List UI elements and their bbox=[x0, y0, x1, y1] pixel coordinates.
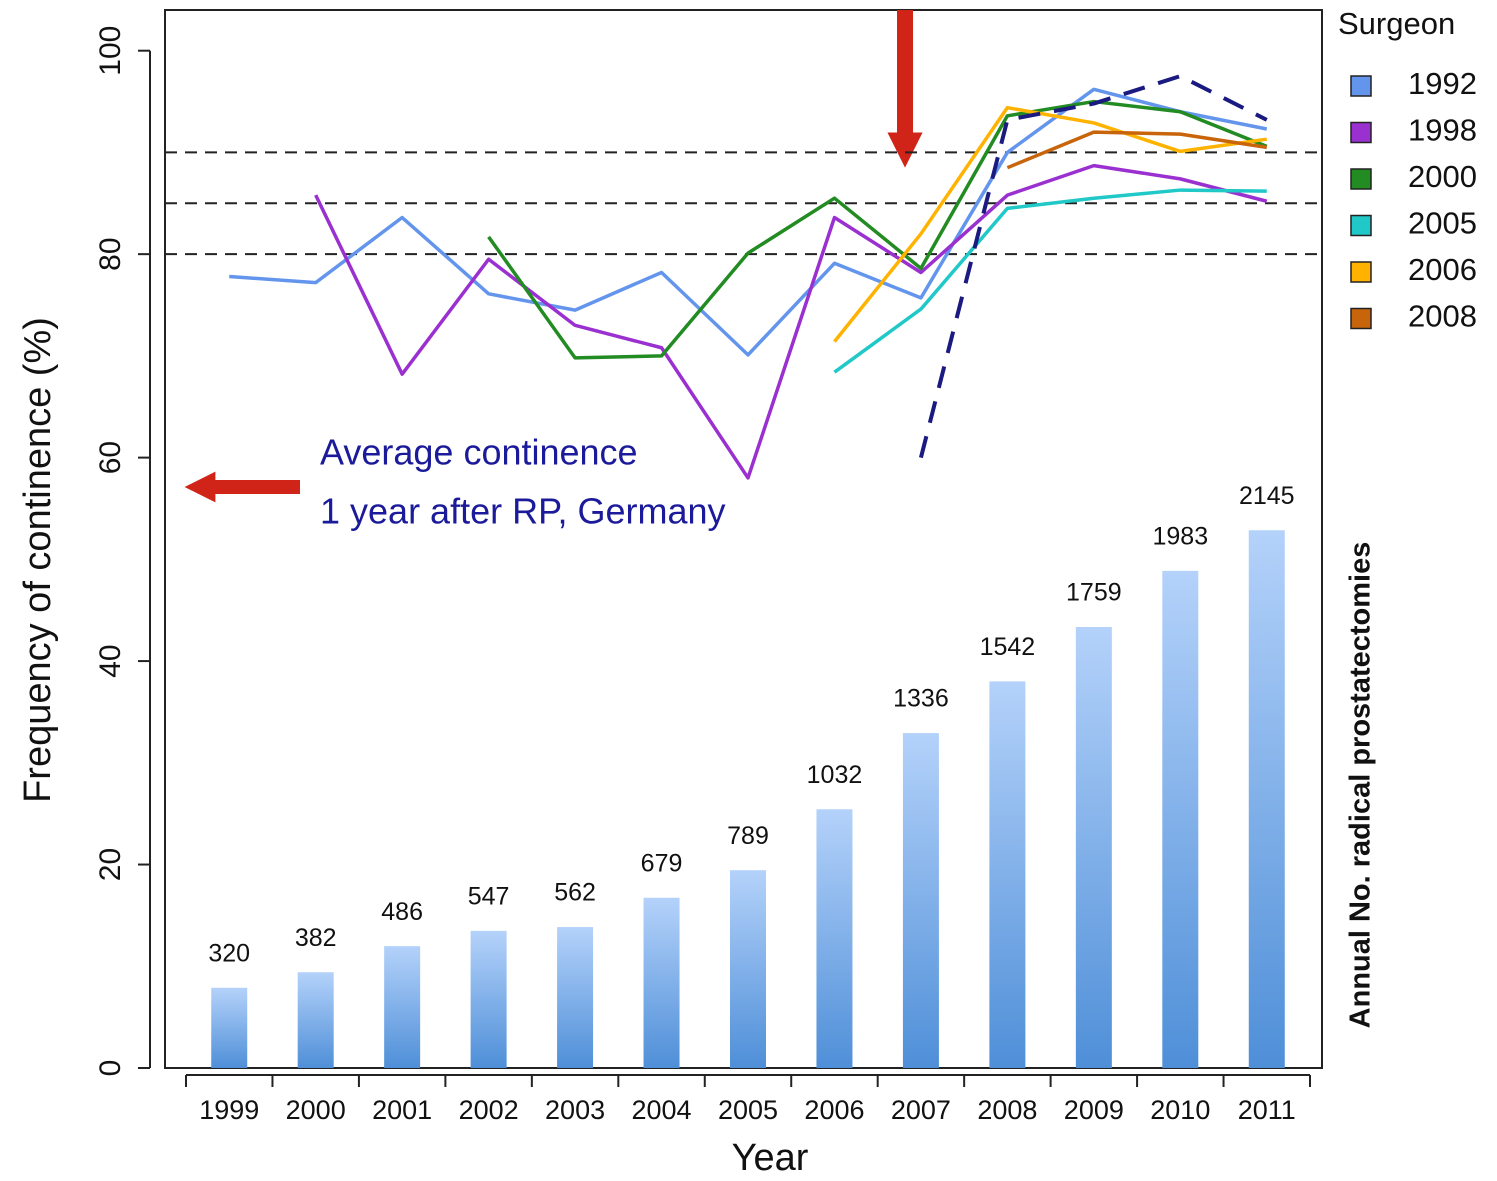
x-tick-label: 2003 bbox=[545, 1095, 605, 1125]
y2-axis-title: Annual No. radical prostatectomies bbox=[1345, 542, 1377, 1029]
bar bbox=[1248, 530, 1285, 1068]
bar-value-label: 382 bbox=[295, 924, 337, 952]
series-line bbox=[918, 74, 1268, 459]
legend-label: 2006 bbox=[1408, 252, 1477, 287]
y-axis-title: Frequency of continence (%) bbox=[17, 317, 59, 803]
legend-swatch bbox=[1350, 168, 1372, 190]
series-line bbox=[1006, 130, 1268, 170]
bar bbox=[902, 733, 939, 1068]
series-line bbox=[833, 105, 1268, 343]
bar bbox=[557, 927, 594, 1068]
bar-value-label: 320 bbox=[208, 939, 250, 967]
y-tick-label: 60 bbox=[94, 441, 127, 474]
x-tick-label: 1999 bbox=[199, 1095, 259, 1125]
bar-value-label: 1542 bbox=[980, 633, 1036, 661]
series-line bbox=[833, 188, 1267, 374]
legend-swatch bbox=[1350, 307, 1372, 330]
legend-swatch bbox=[1350, 214, 1372, 237]
y-tick-label: 0 bbox=[94, 1060, 127, 1077]
bar bbox=[470, 930, 507, 1068]
x-tick-label: 2007 bbox=[891, 1095, 951, 1125]
bar bbox=[1075, 626, 1112, 1068]
legend-label: 1992 bbox=[1408, 66, 1477, 101]
x-axis-title: Year bbox=[732, 1137, 809, 1179]
series-line bbox=[229, 87, 1268, 357]
x-tick-label: 2001 bbox=[372, 1095, 432, 1125]
annotation: 1 year after RP, Germany bbox=[320, 491, 726, 532]
bar-value-label: 1336 bbox=[893, 685, 949, 713]
bar-value-label: 789 bbox=[727, 822, 769, 850]
legend-swatch bbox=[1350, 75, 1372, 97]
x-tick-label: 2002 bbox=[459, 1095, 519, 1125]
bar bbox=[211, 987, 248, 1068]
bar-value-label: 1032 bbox=[807, 761, 863, 789]
bar-value-label: 562 bbox=[554, 879, 596, 907]
bar-value-label: 547 bbox=[468, 882, 510, 910]
series-line bbox=[314, 163, 1268, 480]
bar bbox=[816, 809, 853, 1068]
x-tick-label: 2004 bbox=[631, 1095, 691, 1125]
y-tick-label: 100 bbox=[94, 26, 127, 76]
y-tick-label: 80 bbox=[94, 237, 127, 270]
bar bbox=[643, 897, 680, 1068]
bar bbox=[730, 870, 766, 1068]
series-line bbox=[487, 99, 1268, 360]
bar-value-label: 1983 bbox=[1152, 522, 1208, 550]
x-tick-label: 2009 bbox=[1064, 1095, 1124, 1125]
legend-swatch bbox=[1350, 261, 1372, 283]
legend-label: 2008 bbox=[1408, 299, 1477, 334]
x-tick-label: 2010 bbox=[1150, 1095, 1210, 1125]
legend-label: 2005 bbox=[1408, 206, 1477, 241]
bar bbox=[384, 946, 421, 1068]
legend-label: 1998 bbox=[1408, 113, 1477, 148]
x-tick-label: 2000 bbox=[286, 1095, 346, 1125]
legend-swatch bbox=[1350, 121, 1372, 144]
x-tick-label: 2006 bbox=[804, 1095, 864, 1125]
annotation: Average continence bbox=[320, 432, 638, 473]
bar-value-label: 679 bbox=[641, 849, 683, 877]
bar-value-label: 2145 bbox=[1239, 482, 1295, 510]
x-tick-label: 2005 bbox=[718, 1095, 778, 1125]
bar-value-label: 486 bbox=[381, 898, 423, 926]
bar bbox=[1162, 570, 1199, 1068]
x-tick-label: 2011 bbox=[1238, 1095, 1296, 1125]
bar bbox=[297, 972, 334, 1068]
x-tick-label: 2008 bbox=[977, 1095, 1037, 1125]
legend-title: Surgeon bbox=[1338, 6, 1455, 41]
y-tick-label: 40 bbox=[94, 644, 127, 677]
bar-value-label: 1759 bbox=[1066, 579, 1122, 607]
bar bbox=[989, 681, 1026, 1068]
legend-label: 2000 bbox=[1408, 159, 1477, 194]
y-tick-label: 20 bbox=[94, 848, 127, 881]
